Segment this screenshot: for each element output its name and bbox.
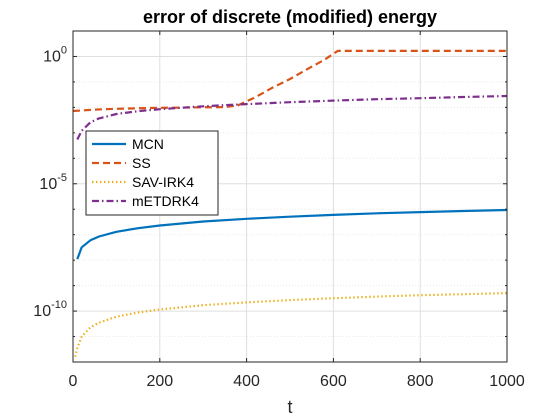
x-tick-label: 600 (320, 373, 347, 390)
x-tick-label: 1000 (489, 373, 525, 390)
chart-title: error of discrete (modified) energy (143, 7, 437, 27)
legend-label-sav-irk4: SAV-IRK4 (132, 174, 194, 190)
series-line-metdrk4 (76, 94, 507, 140)
series-line-mcn (76, 208, 507, 260)
series-line-ss (73, 49, 507, 113)
x-axis-label: t (287, 397, 292, 417)
x-tick-label: 0 (69, 373, 78, 390)
legend-label-mcn: MCN (132, 136, 164, 152)
y-tick-label: 100 (43, 44, 67, 65)
x-axis-ticks: 0 200 400 600 800 1000 (69, 31, 525, 390)
legend: MCN SS SAV-IRK4 mETDRK4 (85, 130, 219, 216)
legend-label-ss: SS (132, 155, 151, 171)
x-tick-label: 800 (407, 373, 434, 390)
legend-label-metdrk4: mETDRK4 (132, 193, 199, 209)
axes-box (72, 30, 508, 363)
y-tick-label: 10-5 (39, 172, 67, 193)
series-lines (73, 49, 507, 358)
x-tick-label: 200 (146, 373, 173, 390)
y-tick-label: 10-10 (33, 299, 67, 320)
x-tick-label: 400 (233, 373, 260, 390)
series-line-sav-irk4 (74, 292, 507, 358)
y-axis-ticks: 100 10-5 10-10 (33, 30, 507, 363)
